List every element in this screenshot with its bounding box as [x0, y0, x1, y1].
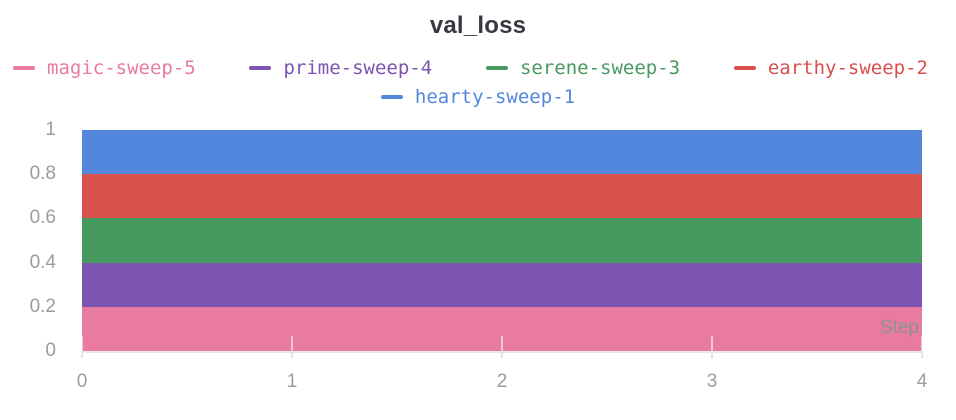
x-tick-label: 3: [706, 371, 718, 392]
x-tick-mark: [501, 336, 503, 358]
legend-item-earthy-sweep-2[interactable]: earthy-sweep-2: [733, 57, 928, 79]
legend-label: magic-sweep-5: [47, 57, 196, 79]
series-band-hearty-sweep-1: [82, 130, 922, 175]
y-tick-label: 0.4: [29, 251, 56, 273]
x-tick-label: 0: [76, 371, 88, 392]
legend-item-magic-sweep-5[interactable]: magic-sweep-5: [13, 57, 196, 79]
chart-title: val_loss: [429, 12, 527, 39]
legend-item-prime-sweep-4[interactable]: prime-sweep-4: [249, 57, 432, 79]
x-tick-mark: [81, 336, 83, 358]
series-band-serene-sweep-3: [82, 218, 922, 263]
plot-area[interactable]: [82, 130, 922, 351]
legend-label: serene-sweep-3: [519, 57, 681, 79]
legend-line-icon: [733, 66, 756, 70]
legend-line-icon: [380, 95, 403, 99]
y-tick-label: 0.8: [29, 163, 56, 185]
x-axis-title: Step: [879, 317, 919, 338]
legend-row-1: magic-sweep-5 prime-sweep-4 serene-sweep-3…: [0, 57, 956, 79]
y-tick-label: 0.6: [29, 207, 56, 229]
legend-row-2: hearty-sweep-1: [0, 86, 956, 108]
legend-line-icon: [249, 66, 272, 70]
series-band-earthy-sweep-2: [82, 174, 922, 219]
legend-item-hearty-sweep-1[interactable]: hearty-sweep-1: [380, 86, 576, 108]
x-tick-label: 4: [916, 371, 928, 392]
legend-label: earthy-sweep-2: [767, 57, 928, 79]
x-tick-mark: [711, 336, 713, 358]
legend-line-icon: [485, 66, 508, 70]
legend-line-icon: [13, 66, 35, 70]
x-tick-label: 1: [286, 371, 298, 392]
x-tick-mark: [921, 336, 923, 358]
y-tick-label: 0.2: [29, 295, 56, 317]
y-tick-label: 1: [45, 119, 56, 140]
legend-item-serene-sweep-3[interactable]: serene-sweep-3: [485, 57, 681, 79]
legend-label: prime-sweep-4: [283, 57, 433, 79]
series-band-prime-sweep-4: [82, 262, 922, 307]
x-tick-mark: [291, 336, 293, 358]
y-tick-label: 0: [45, 340, 56, 361]
x-tick-label: 2: [496, 371, 508, 392]
legend-label: hearty-sweep-1: [414, 86, 576, 108]
